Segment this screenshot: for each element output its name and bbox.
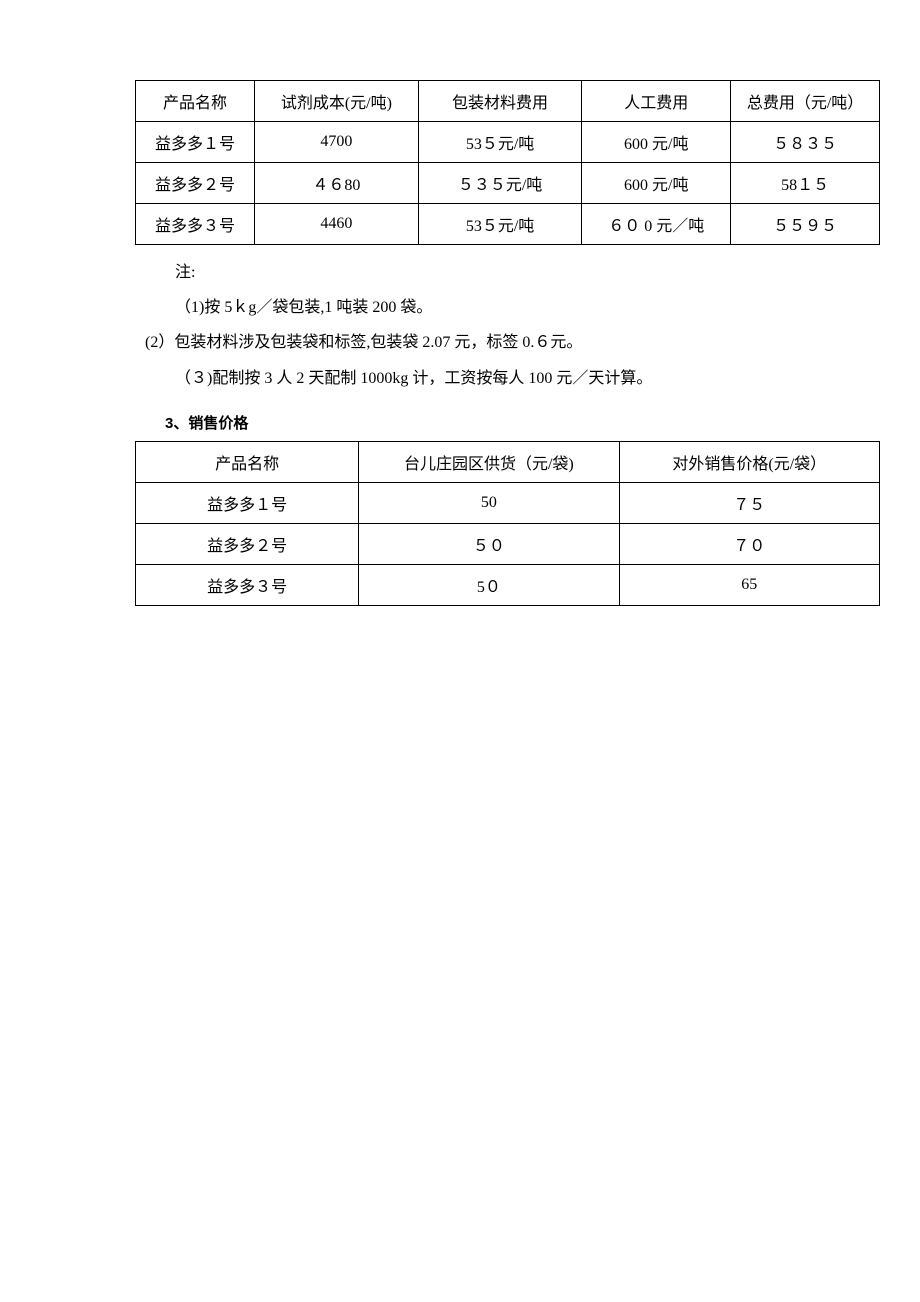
cell-external: ７０ [619, 523, 879, 564]
note-item: （1)按 5ｋg／袋包装,1 吨装 200 袋。 [175, 290, 880, 325]
document-content: 产品名称 试剂成本(元/吨) 包装材料费用 人工费用 总费用（元/吨） 益多多１… [40, 80, 880, 606]
col-labor-cost: 人工费用 [582, 81, 731, 122]
cell-internal: 50 [359, 482, 619, 523]
cell-total: ５５９５ [731, 204, 880, 245]
table-row: 益多多１号 50 ７５ [136, 482, 880, 523]
cell-product: 益多多１号 [136, 122, 255, 163]
cell-packaging: 53５元/吨 [418, 122, 582, 163]
col-product-name: 产品名称 [136, 81, 255, 122]
table-row: 益多多２号 ４６80 ５３５元/吨 600 元/吨 58１５ [136, 163, 880, 204]
note-item: (2）包装材料涉及包装袋和标签,包装袋 2.07 元，标签 0.６元。 [145, 325, 880, 360]
cell-packaging: ５３５元/吨 [418, 163, 582, 204]
col-total-cost: 总费用（元/吨） [731, 81, 880, 122]
cell-product: 益多多２号 [136, 523, 359, 564]
col-internal-price: 台儿庄园区供货（元/袋) [359, 441, 619, 482]
cell-labor: ６０ 0 元／吨 [582, 204, 731, 245]
table-header-row: 产品名称 试剂成本(元/吨) 包装材料费用 人工费用 总费用（元/吨） [136, 81, 880, 122]
col-product-name: 产品名称 [136, 441, 359, 482]
cell-product: 益多多３号 [136, 204, 255, 245]
cell-labor: 600 元/吨 [582, 163, 731, 204]
cell-product: 益多多１号 [136, 482, 359, 523]
table-row: 益多多２号 ５０ ７０ [136, 523, 880, 564]
col-external-price: 对外销售价格(元/袋） [619, 441, 879, 482]
table-header-row: 产品名称 台儿庄园区供货（元/袋) 对外销售价格(元/袋） [136, 441, 880, 482]
cell-packaging: 53５元/吨 [418, 204, 582, 245]
table-row: 益多多３号 5０ 65 [136, 564, 880, 605]
notes-title: 注: [175, 255, 880, 290]
note-item: （３)配制按 3 人 2 天配制 1000kg 计，工资按每人 100 元／天计… [175, 361, 880, 396]
cell-total: 58１５ [731, 163, 880, 204]
cell-total: ５８３５ [731, 122, 880, 163]
cell-internal: 5０ [359, 564, 619, 605]
table-row: 益多多３号 4460 53５元/吨 ６０ 0 元／吨 ５５９５ [136, 204, 880, 245]
notes-section: 注: （1)按 5ｋg／袋包装,1 吨装 200 袋。 (2）包装材料涉及包装袋… [175, 255, 880, 396]
col-reagent-cost: 试剂成本(元/吨) [255, 81, 419, 122]
cell-external: ７５ [619, 482, 879, 523]
cell-product: 益多多３号 [136, 564, 359, 605]
cell-internal: ５０ [359, 523, 619, 564]
table-row: 益多多１号 4700 53５元/吨 600 元/吨 ５８３５ [136, 122, 880, 163]
section-title-sales-price: 3、销售价格 [165, 412, 880, 433]
cell-reagent: 4700 [255, 122, 419, 163]
cost-table: 产品名称 试剂成本(元/吨) 包装材料费用 人工费用 总费用（元/吨） 益多多１… [135, 80, 880, 245]
cell-reagent: ４６80 [255, 163, 419, 204]
cell-labor: 600 元/吨 [582, 122, 731, 163]
cell-external: 65 [619, 564, 879, 605]
col-packaging-cost: 包装材料费用 [418, 81, 582, 122]
cell-product: 益多多２号 [136, 163, 255, 204]
sales-price-table: 产品名称 台儿庄园区供货（元/袋) 对外销售价格(元/袋） 益多多１号 50 ７… [135, 441, 880, 606]
cell-reagent: 4460 [255, 204, 419, 245]
